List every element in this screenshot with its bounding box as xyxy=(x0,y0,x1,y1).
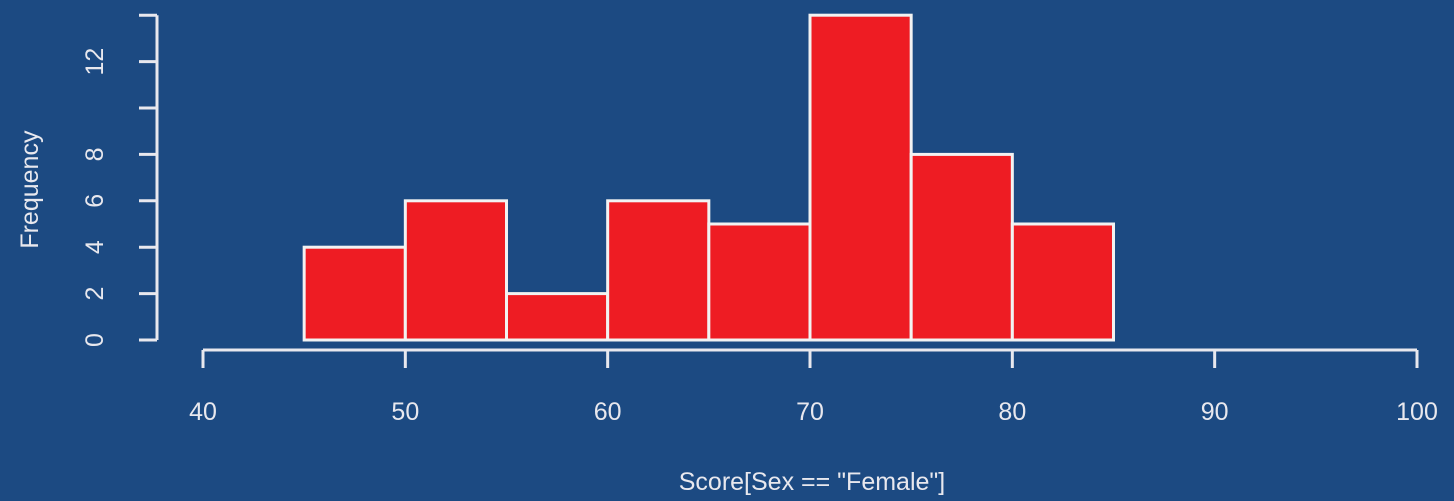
x-tick-label: 70 xyxy=(796,398,824,426)
x-tick-label: 50 xyxy=(391,398,419,426)
bars-layer xyxy=(302,13,1115,342)
y-tick-label: 6 xyxy=(81,194,109,208)
y-tick-label: 12 xyxy=(81,48,109,76)
y-tick-label: 2 xyxy=(81,287,109,301)
x-tick-label: 90 xyxy=(1201,398,1229,426)
histogram-bar xyxy=(403,199,509,342)
y-tick-label: 8 xyxy=(81,147,109,161)
histogram-bar xyxy=(707,222,812,342)
y-axis-title: Frequency xyxy=(16,130,44,249)
histogram-bar xyxy=(909,152,1014,342)
x-axis-title: Score[Sex == "Female"] xyxy=(679,468,945,496)
y-tick-label: 0 xyxy=(81,333,109,347)
x-tick-label: 100 xyxy=(1396,398,1438,426)
histogram-bar xyxy=(606,199,711,342)
histogram-bar xyxy=(1010,222,1115,342)
y-tick-label: 4 xyxy=(81,240,109,254)
x-tick-label: 60 xyxy=(594,398,622,426)
x-tick-label: 40 xyxy=(189,398,217,426)
x-tick-label: 80 xyxy=(998,398,1026,426)
x-axis: 40 50 60 70 80 90 100 xyxy=(189,348,1438,426)
y-axis: 0 2 4 6 8 12 xyxy=(81,13,159,347)
histogram-bar xyxy=(505,292,610,342)
histogram-bar xyxy=(808,13,913,342)
histogram-bar xyxy=(302,245,407,342)
